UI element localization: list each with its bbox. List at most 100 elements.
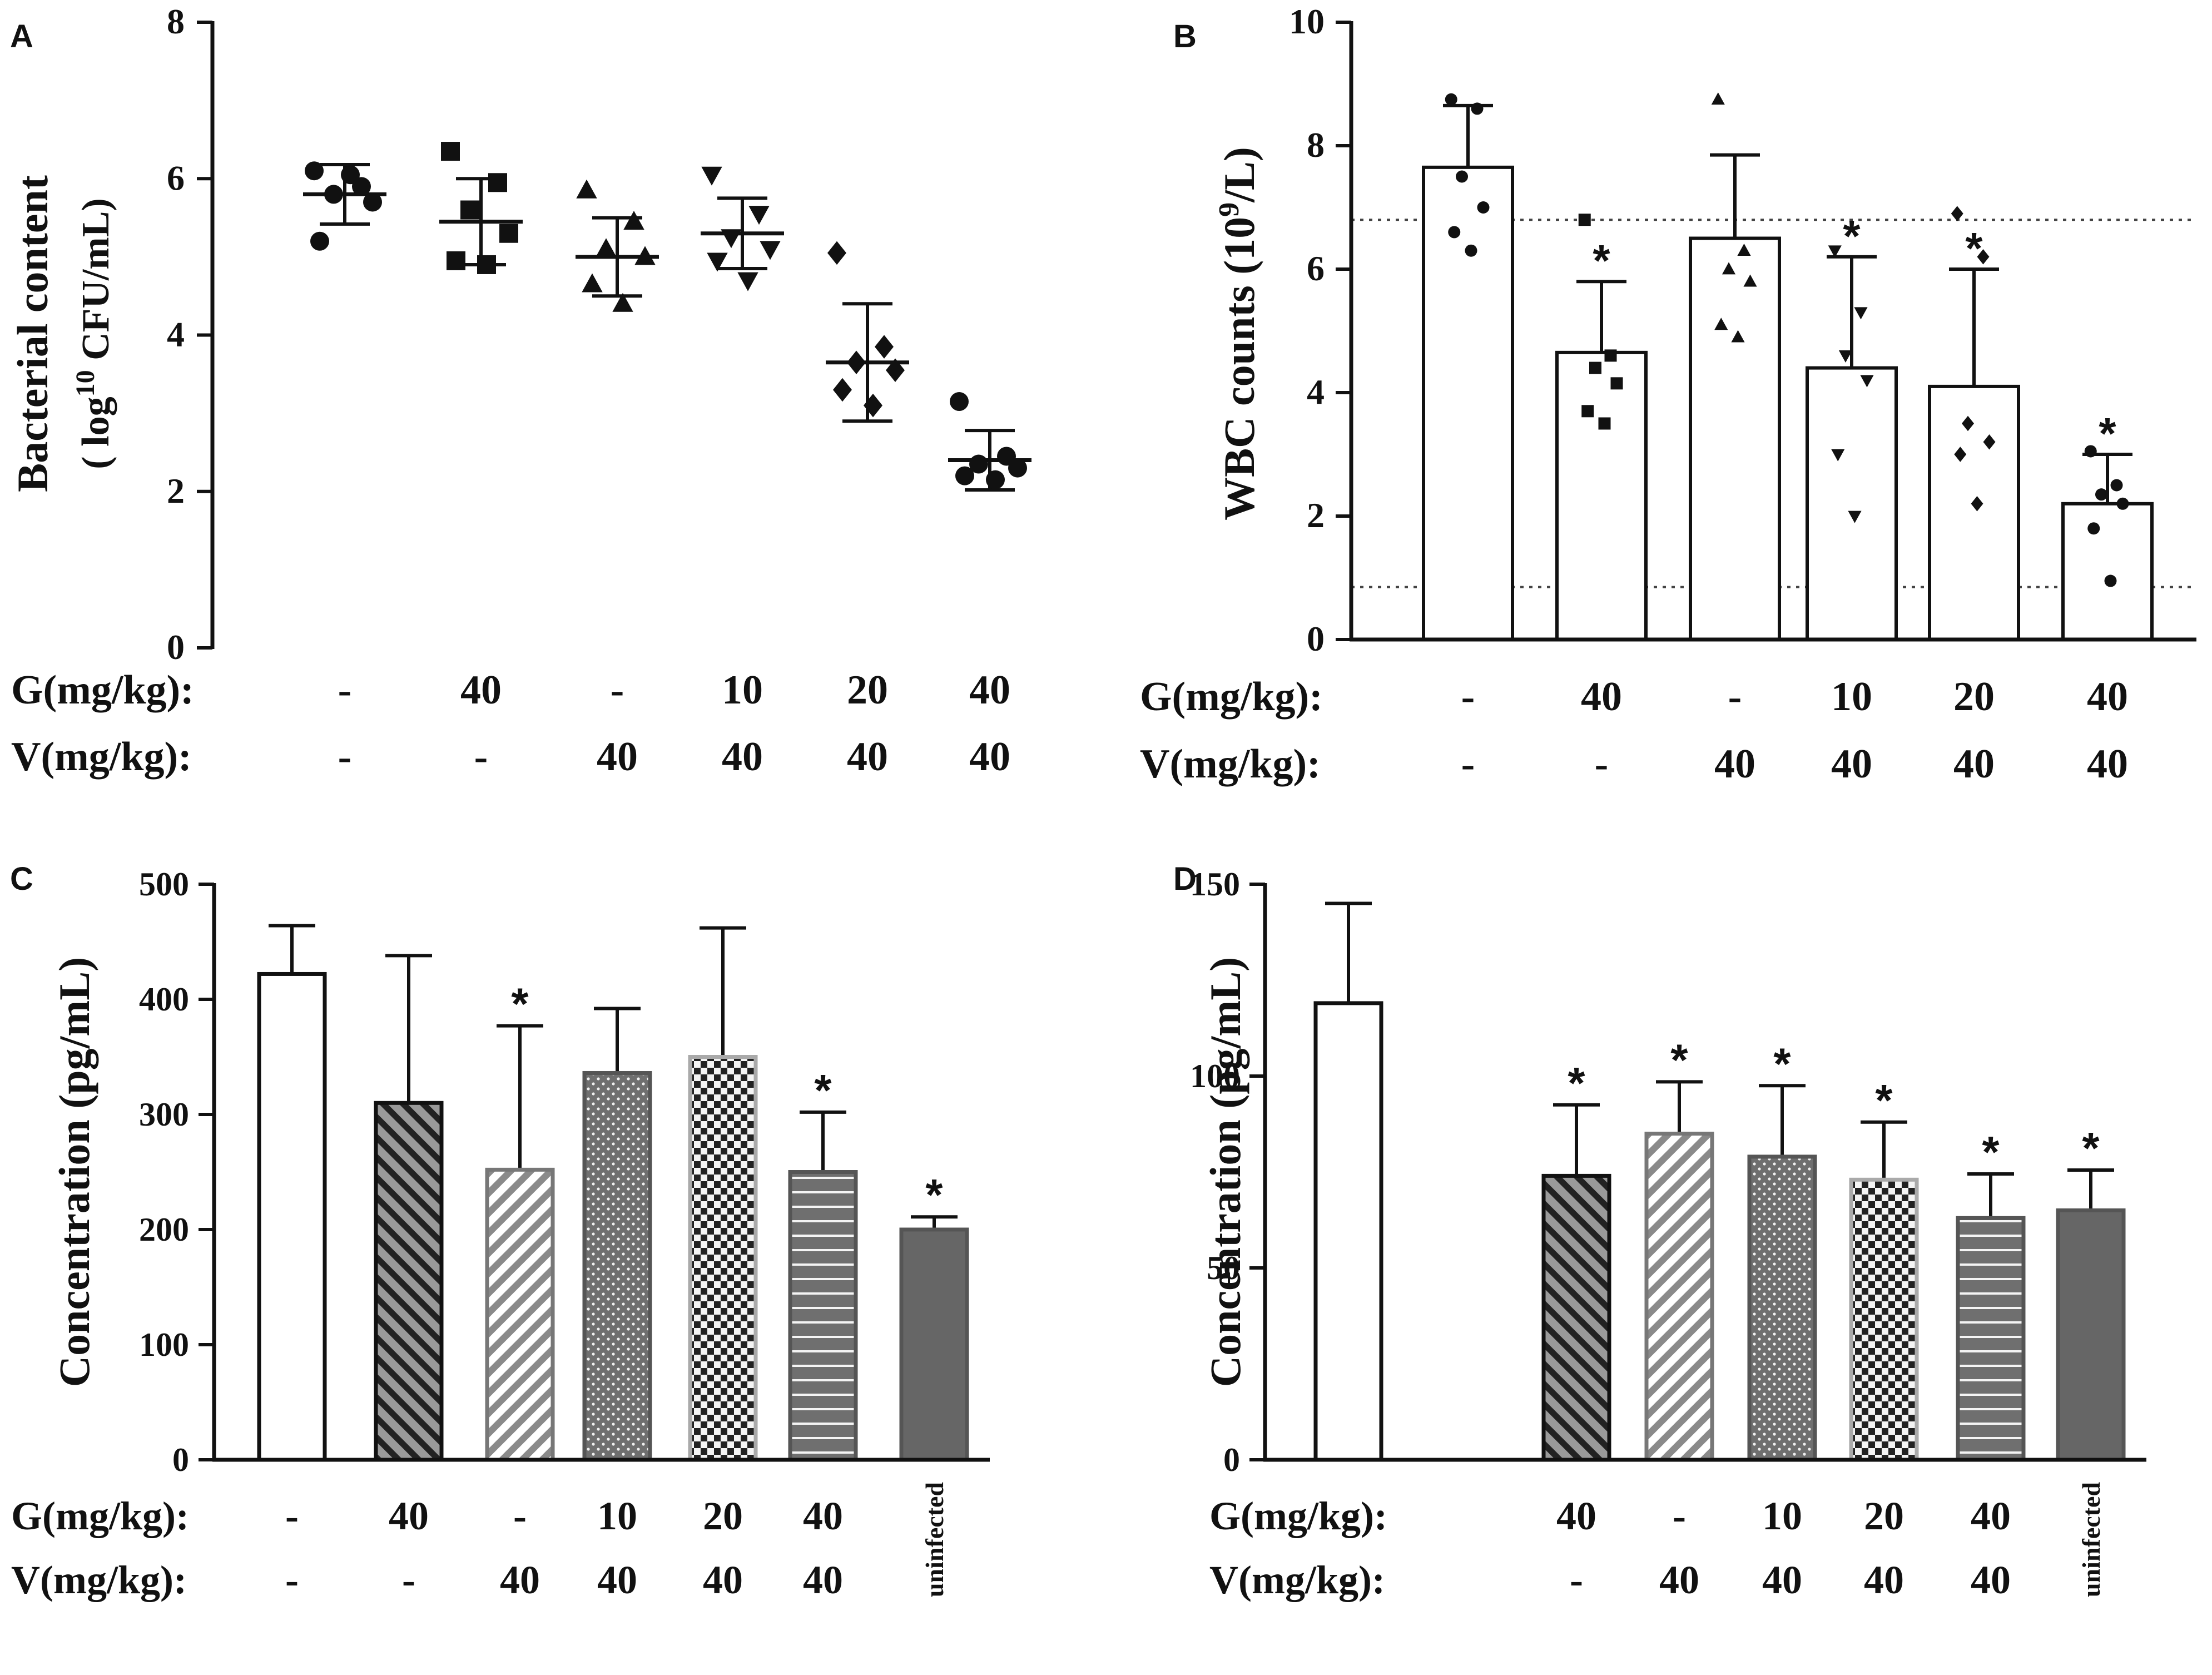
v-dose-label: 40	[1953, 741, 1995, 787]
y-tick-label: 0	[167, 627, 185, 667]
data-point	[1860, 375, 1874, 388]
bar	[1555, 350, 1648, 641]
bar	[1644, 1132, 1714, 1462]
bar	[788, 1170, 858, 1462]
data-point	[1951, 206, 1963, 221]
panel-b: B * * * * 0 2 4 6 8 10 WBC counts (109/L) G(mg/kg): V…	[1140, 2, 2196, 787]
panel-letter-a: A	[10, 18, 33, 54]
y-tick-label: 200	[139, 1211, 189, 1248]
v-dose-label: -	[1570, 1558, 1583, 1602]
v-dose-label: 40	[847, 734, 888, 780]
y-tick-label: 4	[167, 315, 185, 354]
y-tick-label: 6	[1307, 249, 1325, 288]
y-axis-title: Concentration (pg/mL)	[1201, 957, 1249, 1387]
data-point	[460, 200, 479, 220]
g-dose-label: 20	[703, 1494, 743, 1538]
y-tick-label: 50	[1207, 1250, 1240, 1286]
significance-star: *	[814, 1066, 832, 1115]
v-dose-label: -	[1461, 741, 1475, 787]
data-point	[1828, 245, 1842, 258]
group-5	[826, 241, 909, 423]
data-point	[1008, 458, 1027, 478]
v-dose-label: 40	[2087, 741, 2128, 787]
g-dose-label: 10	[1831, 674, 1872, 720]
y-tick-label: 10	[1289, 2, 1325, 41]
data-point	[2095, 488, 2107, 501]
y-tick-label: 8	[1307, 125, 1325, 165]
data-point	[1578, 214, 1591, 226]
data-point	[969, 454, 988, 474]
row-label-v: V(mg/kg):	[11, 1558, 187, 1602]
g-dose-label: 40	[460, 667, 502, 713]
v-dose-label: 40	[803, 1558, 843, 1602]
bar-group-6: *	[1956, 1127, 2026, 1462]
y-tick-label: 400	[139, 981, 189, 1018]
data-point	[833, 378, 852, 402]
data-point	[305, 161, 324, 181]
y-tick-label: 300	[139, 1096, 189, 1133]
data-point	[986, 470, 1005, 489]
v-dose-label: 40	[597, 1558, 637, 1602]
y-tick-label: 100	[139, 1326, 189, 1363]
data-point	[1604, 349, 1617, 362]
y-tick-label: 100	[1190, 1058, 1240, 1094]
data-point	[352, 177, 371, 196]
y-tick-label: 500	[139, 866, 189, 903]
v-dose-label: 40	[500, 1558, 540, 1602]
group-1	[303, 161, 386, 251]
panel-a: A 0 2 4 6 8 Bacterial content ( log10 CFU/mL) G(…	[8, 2, 1031, 780]
y-tick-label: 0	[1307, 619, 1325, 658]
bar	[374, 1101, 444, 1462]
row-label-g: G(mg/kg):	[11, 667, 194, 713]
g-dose-label: 40	[389, 1494, 429, 1538]
significance-star: *	[1982, 1127, 2000, 1177]
g-dose-label: 20	[1864, 1494, 1904, 1538]
data-point	[1977, 249, 1990, 265]
data-point	[477, 255, 496, 274]
v-dose-label: -	[285, 1558, 299, 1602]
v-dose-label: 40	[1762, 1558, 1802, 1602]
data-point	[447, 251, 465, 270]
bar	[1689, 236, 1781, 641]
bar-group-1	[1313, 901, 1383, 1462]
data-point	[701, 166, 722, 186]
row-label-v: V(mg/kg):	[1209, 1558, 1385, 1602]
g-dose-label: 20	[1953, 674, 1995, 720]
g-dose-label: 20	[847, 667, 888, 713]
bar	[1806, 366, 1898, 641]
group-2: *	[1555, 214, 1648, 641]
panel-letter-c: C	[10, 861, 33, 897]
data-point	[1854, 307, 1868, 320]
bar	[899, 1227, 969, 1462]
v-dose-label: 40	[1864, 1558, 1904, 1602]
panel-letter-d: D	[1173, 861, 1197, 897]
bar-group-3: *	[485, 979, 555, 1462]
panel-letter-b: B	[1173, 18, 1197, 54]
row-label-g: G(mg/kg):	[11, 1494, 189, 1538]
g-dose-label: 40	[969, 667, 1010, 713]
data-point	[748, 206, 770, 225]
bar-group-4	[582, 1007, 652, 1462]
significance-star: *	[1568, 1058, 1585, 1108]
y-axis-title-units: ( log10 CFU/mL)	[71, 198, 117, 469]
group-1	[1422, 93, 1514, 642]
bar	[2056, 1208, 2126, 1462]
group-3	[576, 179, 659, 312]
data-point	[1743, 274, 1757, 287]
y-tick-label: 8	[167, 2, 185, 41]
bar	[1849, 1177, 1919, 1462]
significance-star: *	[2082, 1123, 2100, 1173]
data-point	[950, 392, 969, 412]
bar	[1313, 1001, 1383, 1462]
g-dose-label: 40	[1971, 1494, 2011, 1538]
data-point	[875, 335, 894, 359]
data-point	[847, 350, 866, 374]
v-dose-label: -	[338, 734, 352, 780]
row-label-v: V(mg/kg):	[11, 734, 192, 780]
v-dose-label: -	[474, 734, 488, 780]
bar-group-4: *	[1747, 1039, 1817, 1462]
data-point	[1983, 434, 1996, 450]
group-3	[1689, 92, 1781, 641]
data-point	[827, 241, 846, 265]
